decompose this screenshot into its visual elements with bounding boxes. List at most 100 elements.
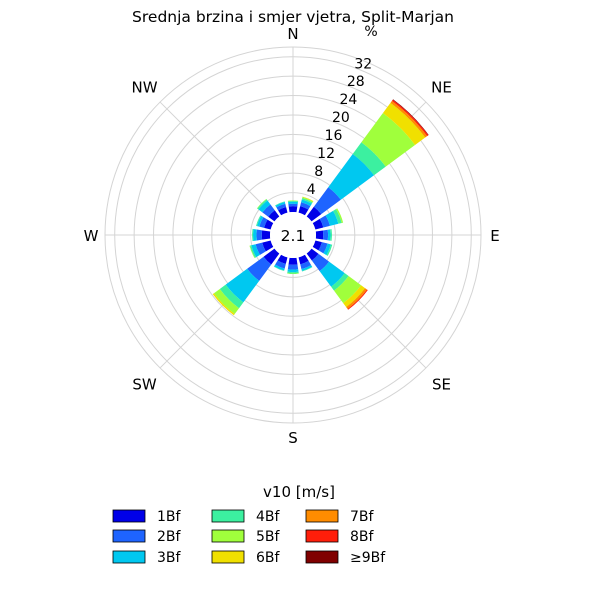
bar-segment-1Bf: [312, 218, 324, 230]
bar-segment-1Bf: [306, 206, 322, 222]
bar-segment-1Bf: [298, 206, 309, 216]
bar-segment-2Bf: [256, 229, 263, 241]
wind-bars: [212, 99, 429, 316]
radial-tick-label: 8: [314, 164, 323, 180]
bar-segment-3Bf: [288, 201, 298, 205]
bar-segment-1Bf: [306, 248, 319, 261]
bar-segment-5Bf: [213, 288, 240, 315]
bar-segment-3Bf: [323, 243, 331, 256]
direction-label-ne: NE: [431, 79, 452, 97]
bar-segment-3Bf: [327, 229, 331, 241]
bar-segment-4Bf: [219, 284, 244, 309]
legend-label: 7Bf: [350, 509, 375, 525]
bar-segment-4Bf: [252, 228, 254, 242]
bar-segment-4Bf: [330, 229, 333, 241]
bar-segment-3Bf: [328, 153, 375, 200]
bar-segment-6Bf: [212, 293, 235, 316]
bar-segment-4Bf: [301, 266, 313, 272]
bar-segment-2Bf: [287, 264, 299, 270]
bar-segment-6Bf: [343, 285, 366, 308]
bar-segment-2Bf: [288, 203, 298, 207]
bar-segment-2Bf: [259, 217, 268, 228]
legend-swatch: [112, 509, 146, 523]
legend-swatch: [211, 550, 245, 564]
bar-segment-2Bf: [322, 229, 329, 241]
bar-segment-3Bf: [301, 199, 312, 207]
bar-segment-2Bf: [318, 242, 328, 254]
bar-segment-1Bf: [312, 240, 322, 251]
bar-segment-1Bf: [278, 207, 288, 216]
radial-unit-label: %: [364, 24, 377, 40]
legend-title: v10 [m/s]: [263, 483, 335, 501]
radial-tick-label: 20: [332, 110, 350, 126]
grid-spoke: [159, 101, 278, 220]
legend-label: 4Bf: [256, 509, 281, 525]
bar-segment-4Bf: [352, 142, 386, 176]
bar-segment-5Bf: [361, 112, 416, 167]
legend: 1Bf 2Bf 3Bf 4Bf 5Bf 6Bf 7Bf 8Bf ≥9Bf: [112, 509, 386, 566]
bar-segment-1Bf: [298, 254, 309, 265]
bar-segment-8Bf: [391, 99, 429, 137]
bar-segment-3Bf: [253, 229, 257, 241]
bar-segment-1Bf: [264, 219, 274, 230]
bar-segment-5Bf: [287, 273, 299, 275]
radial-tick-label: 28: [347, 74, 365, 90]
bar-segment-4Bf: [273, 266, 285, 271]
legend-swatch: [305, 550, 339, 564]
direction-label-e: E: [490, 227, 499, 245]
bar-segment-5Bf: [335, 208, 344, 223]
bar-segment-5Bf: [302, 197, 314, 203]
calm-label: 2.1: [281, 227, 306, 245]
calm-circle: [270, 212, 316, 258]
bar-segment-2Bf: [276, 203, 287, 211]
legend-swatch: [211, 509, 245, 523]
bar-segment-4Bf: [257, 199, 268, 210]
bar-segment-1Bf: [315, 230, 324, 240]
radial-tick-label: 16: [325, 128, 343, 144]
bar-segment-2Bf: [275, 260, 286, 269]
direction-label-sw: SW: [132, 375, 157, 393]
bar-segment-3Bf: [257, 215, 264, 227]
bar-segment-1Bf: [262, 240, 274, 252]
bar-segment-2Bf: [300, 202, 311, 210]
legend-label: ≥9Bf: [350, 550, 386, 566]
bar-segment-3Bf: [287, 269, 299, 273]
bar-segment-4Bf: [326, 244, 333, 256]
legend-label: 1Bf: [157, 509, 182, 525]
legend-label: 3Bf: [157, 550, 182, 566]
direction-labels: N NE E SE S SW W NW: [84, 25, 500, 447]
legend-swatch: [305, 509, 339, 523]
chart-title: Srednja brzina i smjer vjetra, Split-Mar…: [132, 8, 454, 26]
bar-segment-2Bf: [300, 260, 312, 270]
direction-label-w: W: [84, 227, 99, 245]
legend-label: 8Bf: [350, 529, 375, 545]
bar-segment-4Bf: [287, 200, 299, 203]
bar-segment-1Bf: [277, 254, 288, 264]
bar-segment-3Bf: [275, 201, 286, 208]
legend-swatch: [211, 529, 245, 543]
bar-segment-5Bf: [334, 276, 362, 304]
legend-swatch: [112, 550, 146, 564]
bar-segment-7Bf: [346, 288, 367, 309]
radial-tick-label: 12: [317, 146, 335, 162]
bar-segment-1Bf: [288, 206, 298, 213]
bar-segment-1Bf: [261, 230, 271, 240]
direction-label-n: N: [287, 25, 298, 43]
bar-segment-4Bf: [256, 215, 262, 227]
bar-segment-5Bf: [287, 200, 299, 202]
legend-label: 2Bf: [157, 529, 182, 545]
bar-segment-3Bf: [251, 244, 261, 258]
bar-segment-6Bf: [382, 102, 426, 146]
bar-segment-7Bf: [390, 100, 428, 138]
bar-segment-6Bf: [302, 196, 314, 202]
legend-label: 5Bf: [256, 529, 281, 545]
bar-segment-1Bf: [268, 210, 280, 222]
bar-segment-2Bf: [319, 215, 330, 228]
bar-segment-4Bf: [249, 245, 257, 258]
legend-swatch: [305, 529, 339, 543]
bar-segment-2Bf: [255, 242, 266, 255]
bar-segment-3Bf: [274, 264, 285, 271]
bar-segment-3Bf: [225, 268, 260, 303]
bar-segment-2Bf: [262, 204, 275, 217]
